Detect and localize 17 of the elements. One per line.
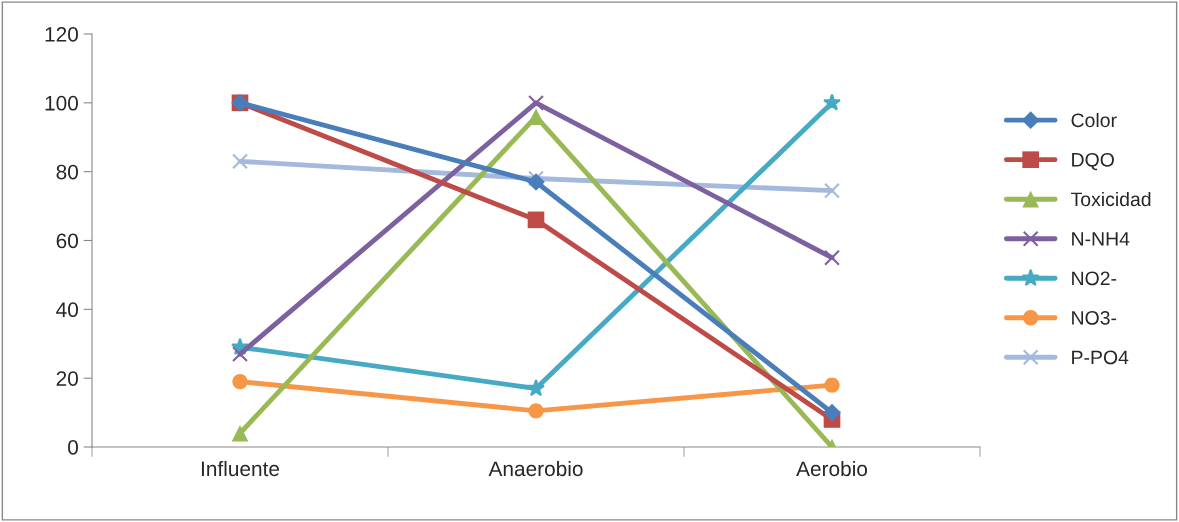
y-tick-label: 20 <box>56 371 78 386</box>
x-tick-label: Aerobio <box>796 460 868 477</box>
legend-label: Toxicidad <box>1070 191 1151 207</box>
y-tick-label: 60 <box>56 233 78 249</box>
legend-label: Color <box>1071 112 1117 128</box>
legend-label: N-NH4 <box>1072 232 1130 246</box>
legend-label: NO2- <box>1072 271 1117 286</box>
y-tick-label: 80 <box>56 164 78 180</box>
legend-label: P-PO4 <box>1072 350 1129 365</box>
y-tick-label: 120 <box>45 27 78 42</box>
legend-label: NO3- <box>1072 310 1117 325</box>
legend-label: DQO <box>1072 152 1114 171</box>
x-tick-label: Anaerobio <box>488 460 583 477</box>
y-tick-label: 0 <box>68 440 78 455</box>
y-tick-label: 100 <box>45 95 78 111</box>
x-tick-label: Influente <box>201 460 280 477</box>
y-tick-label: 40 <box>56 302 78 318</box>
